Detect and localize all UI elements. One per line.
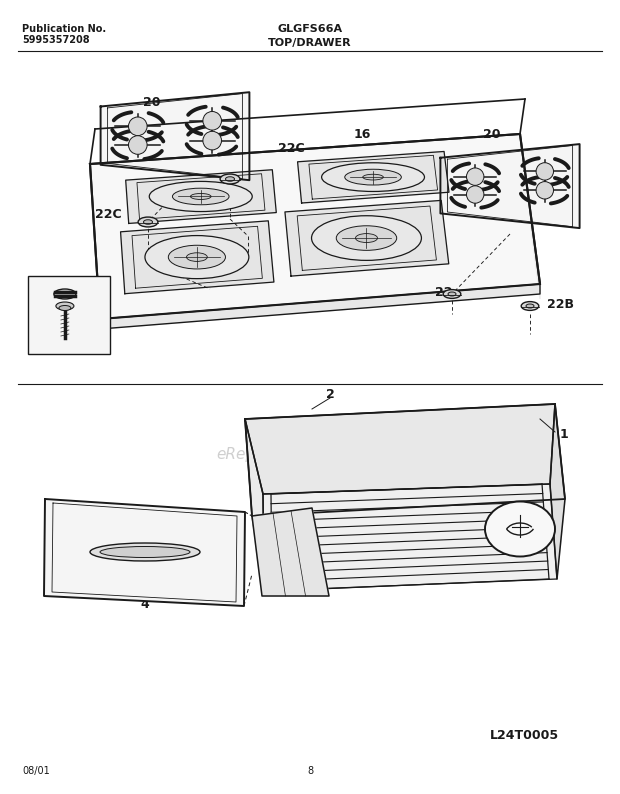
Ellipse shape: [149, 181, 252, 211]
Text: 88: 88: [29, 298, 46, 310]
Ellipse shape: [521, 302, 539, 310]
Polygon shape: [520, 134, 540, 299]
Text: 20: 20: [143, 95, 161, 109]
Polygon shape: [263, 484, 557, 591]
Text: 7: 7: [516, 548, 525, 561]
Ellipse shape: [56, 302, 74, 310]
Ellipse shape: [59, 306, 71, 310]
Ellipse shape: [190, 194, 211, 199]
Polygon shape: [120, 221, 274, 294]
Polygon shape: [90, 134, 540, 319]
Circle shape: [203, 111, 221, 130]
Ellipse shape: [145, 236, 249, 279]
Polygon shape: [90, 164, 100, 329]
Text: 2: 2: [326, 387, 334, 400]
Ellipse shape: [336, 225, 397, 250]
Ellipse shape: [443, 290, 461, 299]
Ellipse shape: [143, 220, 153, 224]
Circle shape: [466, 186, 484, 203]
Ellipse shape: [138, 217, 158, 227]
Ellipse shape: [363, 174, 383, 180]
Text: 08/01: 08/01: [22, 766, 50, 776]
Circle shape: [536, 182, 554, 199]
Text: GLGFS66A: GLGFS66A: [277, 24, 343, 34]
Ellipse shape: [448, 292, 456, 296]
Ellipse shape: [526, 304, 534, 308]
Text: 4: 4: [141, 598, 149, 611]
Text: L24T0005: L24T0005: [490, 729, 559, 742]
Text: 8: 8: [307, 766, 313, 776]
Text: 16: 16: [353, 128, 371, 141]
Circle shape: [466, 168, 484, 185]
Text: 22: 22: [435, 286, 453, 299]
Ellipse shape: [100, 546, 190, 557]
Ellipse shape: [90, 543, 200, 561]
Text: 22C: 22C: [278, 142, 304, 156]
Ellipse shape: [485, 502, 555, 557]
Text: 5995357208: 5995357208: [22, 35, 90, 45]
Polygon shape: [126, 170, 277, 223]
Polygon shape: [440, 144, 580, 228]
Polygon shape: [550, 404, 565, 579]
Text: eReplacementParts.com: eReplacementParts.com: [216, 446, 404, 461]
Text: Publication No.: Publication No.: [22, 24, 106, 34]
Bar: [28, 276, 110, 354]
Polygon shape: [245, 419, 264, 591]
Ellipse shape: [345, 169, 401, 185]
Circle shape: [128, 136, 147, 154]
Polygon shape: [245, 404, 565, 516]
Polygon shape: [100, 92, 249, 180]
Ellipse shape: [355, 233, 378, 242]
Text: 22B: 22B: [547, 298, 574, 310]
Ellipse shape: [172, 188, 229, 205]
Circle shape: [128, 117, 147, 136]
Text: 20: 20: [483, 128, 501, 141]
Ellipse shape: [220, 174, 240, 184]
Ellipse shape: [226, 177, 234, 181]
Text: 1: 1: [560, 427, 569, 441]
Polygon shape: [285, 200, 449, 276]
Ellipse shape: [322, 163, 425, 191]
Circle shape: [203, 131, 221, 150]
Polygon shape: [100, 284, 540, 329]
Polygon shape: [245, 404, 555, 494]
Ellipse shape: [168, 245, 226, 269]
Circle shape: [536, 163, 554, 180]
Polygon shape: [252, 508, 329, 596]
Ellipse shape: [187, 252, 207, 261]
Polygon shape: [44, 499, 245, 606]
Text: 22C: 22C: [95, 207, 122, 221]
Ellipse shape: [54, 289, 76, 299]
Ellipse shape: [311, 216, 422, 260]
Polygon shape: [298, 152, 449, 203]
Text: TOP/DRAWER: TOP/DRAWER: [268, 38, 352, 48]
